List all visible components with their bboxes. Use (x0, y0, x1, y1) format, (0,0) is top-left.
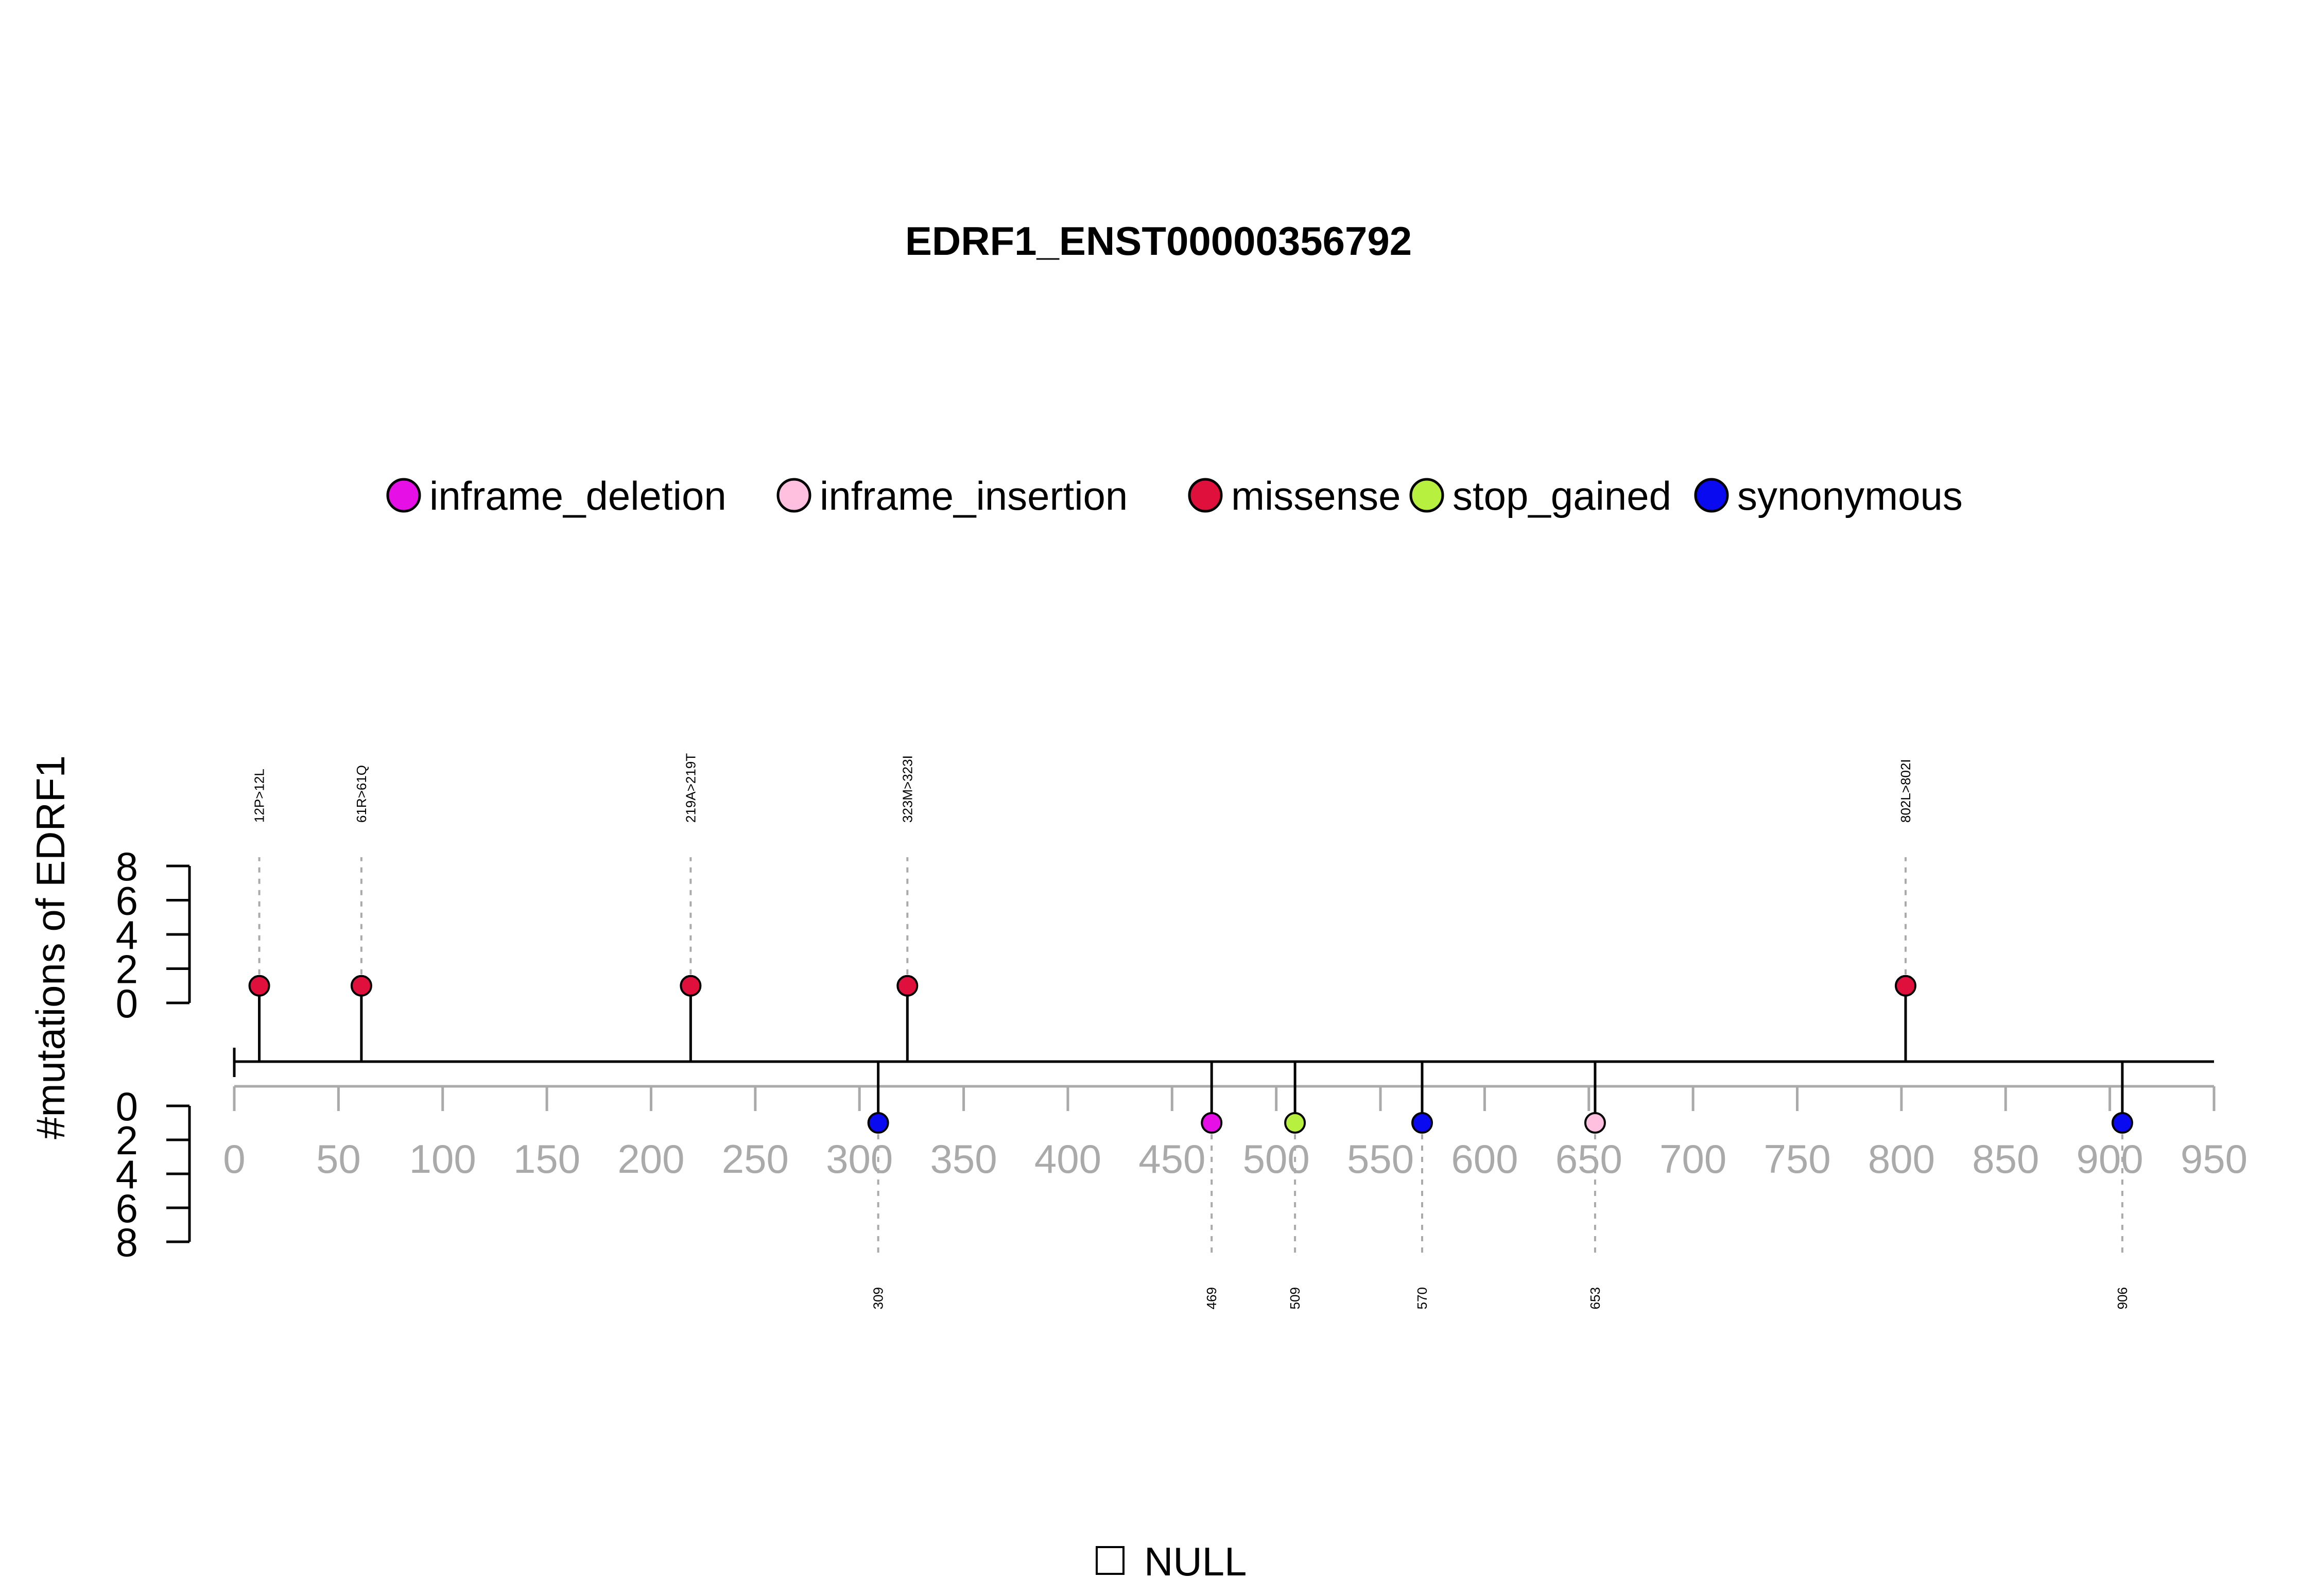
mutation-label: 323M>323I (900, 755, 915, 823)
mutation-bottom-906: 906 (2111, 1062, 2133, 1309)
legend-item-stop_gained: stop_gained (1409, 473, 1671, 518)
y-tick-label-top: 0 (116, 981, 138, 1026)
mutation-bottom-509: 509 (1284, 1062, 1306, 1309)
mutation-label: 61R>61Q (354, 765, 369, 823)
mutation-label: 309 (871, 1287, 886, 1309)
x-tick-label: 250 (722, 1136, 789, 1182)
lollipop-point (2111, 1112, 2133, 1134)
chart-title: EDRF1_ENST00000356792 (905, 218, 1412, 264)
x-axis: 0 50 100 150 200 250 300 350 400 450 500 550 600 650 7… (223, 1085, 2247, 1182)
mutation-label: 802L>802I (1898, 759, 1913, 823)
y-tick-label-top: 4 (116, 912, 138, 958)
lollipop-point (1201, 1112, 1223, 1134)
legend-label: stop_gained (1453, 473, 1671, 518)
domain-legend: NULL (1096, 1539, 1247, 1584)
mutation-label: 12P>12L (252, 769, 267, 823)
lollipop-point (896, 975, 919, 997)
domain-legend-label: NULL (1144, 1539, 1247, 1584)
y-tick-label-top: 6 (116, 878, 138, 924)
mutation-label: 570 (1414, 1287, 1430, 1309)
lollipop-point (1411, 1112, 1433, 1134)
lollipop-point (248, 975, 270, 997)
y-tick-label-bottom: 0 (116, 1084, 138, 1129)
x-tick-label: 50 (316, 1136, 361, 1182)
domain-legend-swatch (1096, 1546, 1125, 1575)
x-tick-label: 100 (409, 1136, 476, 1182)
mutation-label: 906 (2115, 1287, 2130, 1309)
mutation-top-61: 61R>61Q (350, 765, 372, 1062)
lollipop-point (1894, 975, 1916, 997)
x-tick-label: 850 (1972, 1136, 2039, 1182)
x-tick-label: 300 (826, 1136, 893, 1182)
legend-label: missense (1231, 473, 1400, 518)
x-tick-label: 650 (1555, 1136, 1622, 1182)
mutation-bottom-653: 653 (1584, 1062, 1606, 1309)
y-tick-label-bottom: 6 (116, 1186, 138, 1231)
legend-label: inframe_insertion (820, 473, 1128, 518)
mutation-top-12: 12P>12L (248, 769, 270, 1062)
lollipop-point (1584, 1112, 1606, 1134)
lollipop-point (867, 1112, 889, 1134)
legend-marker (386, 478, 421, 513)
legend-marker (776, 478, 811, 513)
mutation-bottom-469: 469 (1201, 1062, 1223, 1309)
mutation-top-323: 323M>323I (896, 755, 919, 1062)
y-tick-label-bottom: 4 (116, 1152, 138, 1197)
y-axis-label: #mutations of EDRF1 (28, 755, 73, 1139)
legend-label: inframe_deletion (429, 473, 727, 518)
x-tick-label: 350 (930, 1136, 997, 1182)
legend-item-inframe_deletion: inframe_deletion (386, 473, 727, 518)
mutation-label: 219A>219T (683, 753, 698, 823)
mutation-label: 469 (1204, 1287, 1219, 1309)
lollipop-point (350, 975, 372, 997)
mutation-top-219: 219A>219T (680, 753, 702, 1062)
mutation-marks: 12P>12L 61R>61Q 219A>219T 323M>323I 802L>802… (248, 753, 2133, 1309)
x-tick-label: 0 (223, 1136, 245, 1182)
x-tick-label: 150 (513, 1136, 580, 1182)
legend-item-synonymous: synonymous (1694, 473, 1963, 518)
legend: inframe_deletion inframe_insertion missens… (386, 473, 1963, 518)
x-tick-label: 700 (1659, 1136, 1726, 1182)
x-tick-label: 500 (1243, 1136, 1310, 1182)
legend-marker (1694, 478, 1729, 513)
lollipop-point (1284, 1112, 1306, 1134)
mutation-top-802: 802L>802I (1894, 759, 1916, 1062)
mutation-bottom-570: 570 (1411, 1062, 1433, 1309)
x-tick-label: 900 (2077, 1136, 2143, 1182)
y-tick-label-top: 2 (116, 947, 138, 992)
lollipop-point (680, 975, 702, 997)
x-tick-label: 750 (1763, 1136, 1830, 1182)
legend-item-inframe_insertion: inframe_insertion (776, 473, 1128, 518)
mutation-bottom-309: 309 (867, 1062, 889, 1309)
x-tick-label: 600 (1451, 1136, 1518, 1182)
x-tick-label: 200 (617, 1136, 684, 1182)
x-tick-label: 800 (1868, 1136, 1935, 1182)
y-tick-label-top: 8 (116, 844, 138, 889)
x-tick-label: 450 (1138, 1136, 1205, 1182)
mutation-label: 653 (1587, 1287, 1603, 1309)
legend-item-missense: missense (1188, 473, 1400, 518)
mutation-label: 509 (1287, 1287, 1303, 1309)
y-tick-label-bottom: 8 (116, 1220, 138, 1265)
legend-label: synonymous (1737, 473, 1963, 518)
x-tick-label: 550 (1347, 1136, 1414, 1182)
legend-marker (1188, 478, 1223, 513)
x-tick-label: 400 (1034, 1136, 1101, 1182)
legend-marker (1409, 478, 1444, 513)
x-tick-label: 950 (2181, 1136, 2247, 1182)
y-tick-label-bottom: 2 (116, 1118, 138, 1163)
